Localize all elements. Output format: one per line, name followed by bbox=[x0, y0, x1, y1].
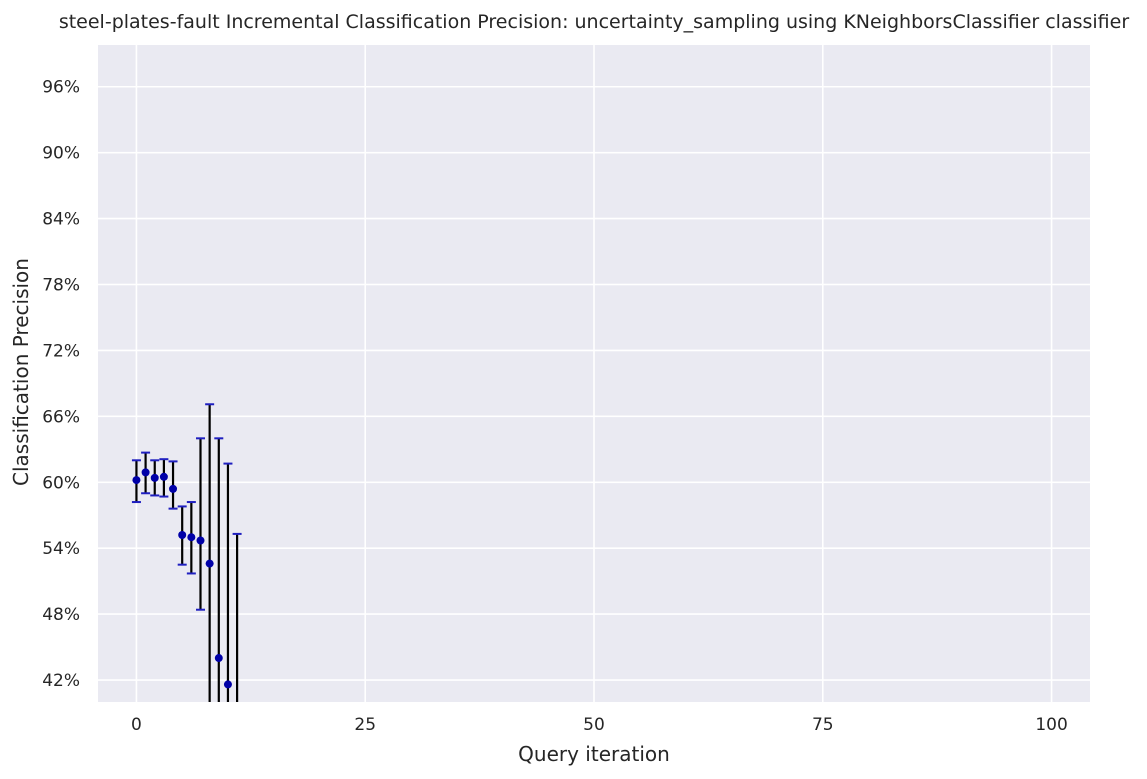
data-point bbox=[233, 716, 241, 724]
data-point bbox=[178, 531, 187, 540]
x-tick-label: 75 bbox=[812, 715, 834, 735]
data-point bbox=[169, 484, 178, 493]
data-point bbox=[196, 536, 205, 545]
y-tick-label: 96% bbox=[42, 78, 80, 98]
y-axis-ticks: 42% 48% 54% 60% 66% 72% 78% 84% 90% 96% bbox=[42, 78, 80, 691]
chart-title: steel-plates-fault Incremental Classific… bbox=[59, 11, 1130, 33]
x-axis-label: Query iteration bbox=[518, 742, 670, 766]
data-point bbox=[159, 472, 168, 481]
x-tick-label: 50 bbox=[583, 715, 605, 735]
x-tick-label: 25 bbox=[354, 715, 376, 735]
data-point bbox=[150, 473, 159, 482]
data-points bbox=[132, 468, 241, 724]
data-point bbox=[205, 559, 214, 568]
grid bbox=[98, 45, 1090, 702]
y-axis-label: Classification Precision bbox=[9, 258, 33, 486]
data-point bbox=[132, 476, 141, 485]
data-point bbox=[187, 533, 196, 542]
data-point bbox=[223, 680, 232, 689]
x-tick-label: 0 bbox=[131, 715, 142, 735]
y-tick-label: 84% bbox=[42, 210, 80, 230]
y-tick-label: 48% bbox=[42, 605, 80, 625]
data-point bbox=[141, 468, 150, 477]
x-axis-ticks: 0 25 50 75 100 bbox=[131, 715, 1068, 735]
y-tick-label: 90% bbox=[42, 144, 80, 164]
y-tick-label: 72% bbox=[42, 341, 80, 361]
y-tick-label: 60% bbox=[42, 473, 80, 493]
y-tick-label: 42% bbox=[42, 671, 80, 691]
y-tick-label: 78% bbox=[42, 276, 80, 296]
data-point bbox=[214, 654, 223, 663]
x-tick-label: 100 bbox=[1035, 715, 1067, 735]
y-tick-label: 54% bbox=[42, 539, 80, 559]
y-tick-label: 66% bbox=[42, 407, 80, 427]
